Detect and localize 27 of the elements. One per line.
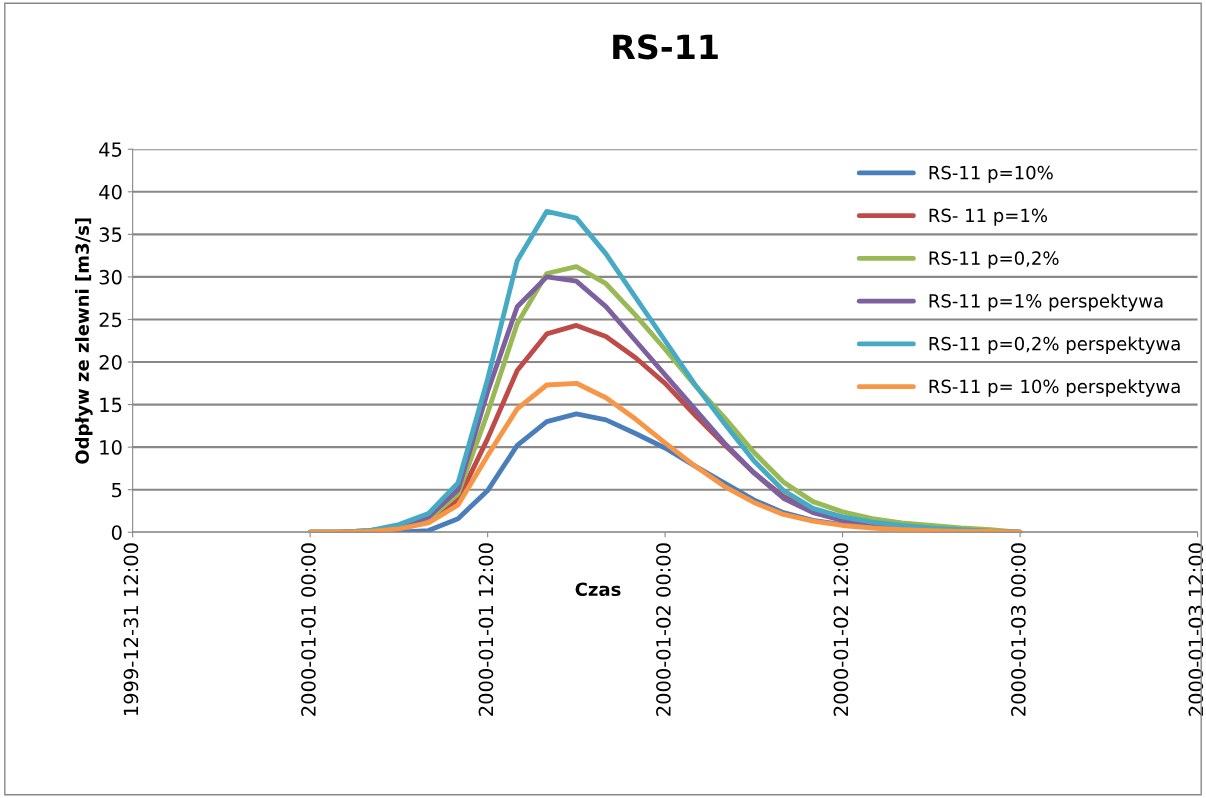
x-axis-title: Czas bbox=[575, 582, 621, 597]
y-tick-label: 20 bbox=[99, 354, 122, 370]
x-tick-label: 2000-01-02 12:00 bbox=[833, 543, 849, 716]
legend-label: RS-11 p= 10% perspektywa bbox=[929, 379, 1180, 397]
y-axis-title: Odpływ ze zlewni [m3/s] bbox=[75, 218, 93, 464]
x-tick-label: 2000-01-03 00:00 bbox=[1011, 543, 1026, 716]
legend-label: RS-11 p=1% perspektywa bbox=[929, 293, 1163, 312]
y-tick-label: 5 bbox=[112, 482, 122, 498]
y-tick-label: 35 bbox=[99, 227, 122, 243]
legend-label: RS-11 p=10% bbox=[929, 165, 1053, 183]
x-tick-label: 2000-01-03 12:00 bbox=[1188, 543, 1204, 716]
line-series bbox=[307, 380, 1023, 533]
y-tick-label: 40 bbox=[99, 184, 122, 200]
y-tick-label: 0 bbox=[111, 525, 122, 540]
chart-title: RS-11 bbox=[613, 34, 718, 60]
x-tick-label: 1999-12-31 12:00 bbox=[123, 543, 139, 716]
y-tick-label: 30 bbox=[99, 269, 122, 285]
x-tick-label: 2000-01-01 12:00 bbox=[478, 543, 494, 716]
x-tick-label: 2000-01-02 00:00 bbox=[656, 543, 671, 716]
y-tick-label: 45 bbox=[99, 142, 122, 157]
y-tick-label: 15 bbox=[100, 397, 122, 413]
x-tick-label: 2000-01-01 00:00 bbox=[301, 543, 316, 716]
legend-label: RS-11 p=0,2% bbox=[929, 251, 1059, 269]
legend-label: RS- 11 p=1% bbox=[929, 208, 1048, 226]
legend-label: RS-11 p=0,2% perspektywa bbox=[929, 336, 1180, 354]
y-tick-label: 25 bbox=[99, 312, 122, 328]
y-tick-label: 10 bbox=[100, 440, 122, 455]
